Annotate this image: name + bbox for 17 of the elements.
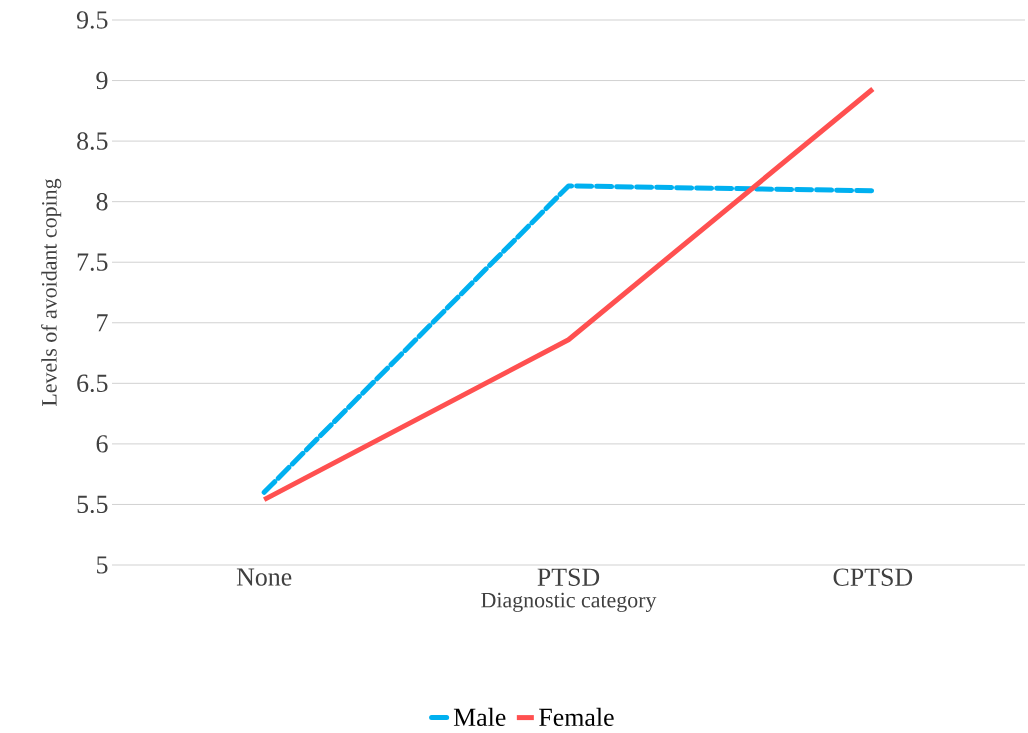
x-tick-label: None [236, 568, 292, 586]
x-tick-label: PTSD [537, 568, 600, 586]
x-tick-label: CPTSD [833, 568, 913, 586]
y-tick-label: 7 [97, 314, 108, 332]
y-tick-label: 5 [97, 556, 108, 574]
y-tick-label: 6.5 [77, 374, 108, 393]
legend-label: Male [453, 707, 506, 727]
y-tick-label: 9.5 [76, 11, 108, 29]
y-tick-label: 6 [96, 435, 108, 453]
legend-label: Female [539, 707, 614, 727]
y-tick-label: 8.5 [77, 132, 108, 150]
y-tick-label: 7.5 [77, 253, 108, 271]
y-tick-label: 8 [96, 192, 108, 211]
y-tick-label: 9 [96, 71, 108, 90]
x-axis-title: Diagnostic category [481, 592, 657, 613]
y-tick-label: 5.5 [77, 495, 108, 514]
y-axis-title: Levels of avoidant coping [41, 178, 62, 406]
